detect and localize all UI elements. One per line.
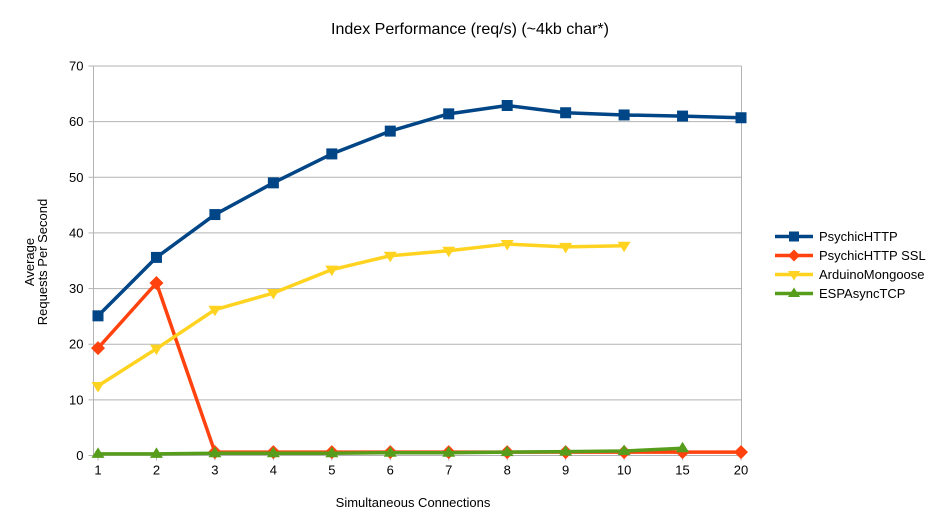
legend-label-psychichttp: PsychicHTTP — [819, 229, 898, 244]
x-tick-label: 8 — [504, 463, 511, 478]
series-marker-arduinomongoose — [442, 246, 456, 258]
series-marker-arduinomongoose — [149, 344, 163, 356]
series-marker-psychichttp — [92, 310, 104, 322]
series-line-psychichttp-ssl — [96, 281, 743, 454]
legend: PsychicHTTP PsychicHTTP SSL ArduinoMongoos… — [774, 227, 926, 303]
series-marker-espasynctcp — [91, 447, 105, 458]
legend-label-arduinomongoose: ArduinoMongoose — [819, 267, 925, 282]
series-line-psychichttp — [96, 103, 743, 318]
x-tick-label: 10 — [617, 463, 631, 478]
x-tick-label: 4 — [270, 463, 277, 478]
x-tick-label: 2 — [153, 463, 160, 478]
legend-item-psychichttp: PsychicHTTP — [774, 227, 926, 246]
series-marker-psychichttp — [209, 209, 221, 221]
series-marker-espasynctcp — [266, 446, 280, 458]
y-tick-label: 20 — [69, 337, 83, 352]
x-tick-label: 7 — [445, 463, 452, 478]
series-marker-arduinomongoose — [266, 289, 280, 300]
series-marker-psychichttp — [384, 125, 396, 137]
series-marker-arduinomongoose — [325, 265, 339, 277]
x-tick-label: 5 — [328, 463, 335, 478]
series-marker-psychichttp — [150, 251, 162, 263]
y-tick-label: 70 — [69, 59, 83, 74]
series-marker-espasynctcp — [500, 445, 514, 457]
y-tick-label: 10 — [69, 392, 83, 407]
y-tick-label: 30 — [69, 281, 83, 296]
series-marker-espasynctcp — [442, 446, 456, 457]
series-marker-psychichttp — [501, 100, 513, 112]
x-tick-label: 3 — [211, 463, 218, 478]
y-tick-label: 60 — [69, 114, 83, 129]
y-tick-label: 0 — [76, 448, 83, 463]
series-marker-arduinomongoose — [559, 242, 573, 254]
legend-item-espasynctcp: ESPAsyncTCP — [774, 284, 926, 303]
series-marker-espasynctcp — [149, 447, 163, 458]
series-marker-psychichttp-ssl — [149, 276, 164, 291]
series-marker-espasynctcp — [325, 446, 339, 458]
x-tick-label: 1 — [94, 463, 101, 478]
series-marker-espasynctcp — [208, 446, 222, 458]
x-tick-label: 20 — [734, 463, 748, 478]
diamond-marker-icon — [775, 249, 813, 262]
series-marker-espasynctcp — [383, 446, 397, 457]
x-axis-title: Simultaneous Connections — [335, 495, 491, 510]
series-marker-espasynctcp — [617, 444, 631, 456]
series-marker-psychichttp — [267, 177, 279, 189]
x-tick-label: 6 — [387, 463, 394, 478]
series-marker-psychichttp — [677, 110, 689, 122]
series-marker-arduinomongoose — [617, 241, 631, 253]
series-marker-psychichttp — [618, 109, 630, 121]
square-marker-icon — [775, 231, 813, 242]
series-marker-psychichttp — [326, 148, 338, 160]
series-marker-arduinomongoose — [91, 381, 105, 393]
y-tick-label: 50 — [69, 170, 83, 185]
triangle-up-marker-icon — [775, 287, 813, 297]
series-marker-espasynctcp — [559, 445, 573, 456]
series-line-arduinomongoose — [96, 242, 626, 388]
chart-title: Index Performance (req/s) (~4kb char*) — [331, 21, 609, 38]
series-marker-arduinomongoose — [500, 240, 514, 251]
series-marker-psychichttp-ssl — [734, 445, 748, 460]
x-tick-label: 15 — [675, 463, 689, 478]
legend-label-psychichttp-ssl: PsychicHTTP SSL — [819, 248, 926, 263]
legend-item-psychichttp-ssl: PsychicHTTP SSL — [774, 246, 926, 265]
series-marker-psychichttp-ssl — [91, 341, 105, 356]
y-tick-label: 40 — [69, 225, 83, 240]
series-marker-psychichttp — [443, 108, 455, 120]
legend-item-arduinomongoose: ArduinoMongoose — [774, 265, 926, 284]
series-marker-arduinomongoose — [383, 251, 397, 263]
x-tick-label: 9 — [562, 463, 569, 478]
series-marker-espasynctcp — [676, 441, 690, 453]
legend-label-espasynctcp: ESPAsyncTCP — [819, 286, 906, 301]
series-marker-psychichttp — [735, 112, 747, 124]
triangle-down-marker-icon — [775, 271, 813, 281]
series-marker-arduinomongoose — [208, 305, 222, 317]
series-marker-psychichttp — [560, 107, 572, 119]
